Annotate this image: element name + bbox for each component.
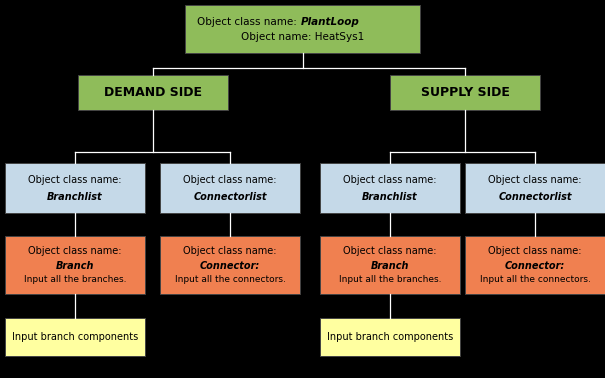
- Text: Connectorlist: Connectorlist: [193, 192, 267, 202]
- Text: DEMAND SIDE: DEMAND SIDE: [104, 86, 202, 99]
- Text: Object class name:: Object class name:: [183, 246, 276, 256]
- Text: Object class name:: Object class name:: [28, 246, 122, 256]
- Text: Object class name:: Object class name:: [197, 17, 301, 27]
- Text: Branchlist: Branchlist: [362, 192, 418, 202]
- Text: Object class name:: Object class name:: [28, 175, 122, 185]
- FancyBboxPatch shape: [465, 163, 605, 213]
- Text: Connector:: Connector:: [200, 261, 260, 271]
- FancyBboxPatch shape: [5, 236, 145, 294]
- Text: Object class name:: Object class name:: [343, 175, 437, 185]
- Text: Input all the branches.: Input all the branches.: [339, 276, 441, 285]
- Text: PlantLoop: PlantLoop: [301, 17, 359, 27]
- FancyBboxPatch shape: [320, 318, 460, 356]
- Text: Input branch components: Input branch components: [12, 332, 138, 342]
- Text: Object class name:: Object class name:: [343, 246, 437, 256]
- Text: Object class name:: Object class name:: [488, 246, 582, 256]
- Text: Object class name:: Object class name:: [183, 175, 276, 185]
- FancyBboxPatch shape: [5, 318, 145, 356]
- FancyBboxPatch shape: [320, 236, 460, 294]
- Text: Branch: Branch: [371, 261, 409, 271]
- FancyBboxPatch shape: [160, 163, 300, 213]
- Text: Object class name:: Object class name:: [488, 175, 582, 185]
- FancyBboxPatch shape: [465, 236, 605, 294]
- Text: Branch: Branch: [56, 261, 94, 271]
- FancyBboxPatch shape: [390, 75, 540, 110]
- Text: Input branch components: Input branch components: [327, 332, 453, 342]
- FancyBboxPatch shape: [78, 75, 228, 110]
- Text: Connector:: Connector:: [505, 261, 565, 271]
- FancyBboxPatch shape: [185, 5, 420, 53]
- FancyBboxPatch shape: [320, 163, 460, 213]
- Text: Connectorlist: Connectorlist: [499, 192, 572, 202]
- Text: SUPPLY SIDE: SUPPLY SIDE: [420, 86, 509, 99]
- Text: Branchlist: Branchlist: [47, 192, 103, 202]
- FancyBboxPatch shape: [5, 163, 145, 213]
- Text: Input all the connectors.: Input all the connectors.: [175, 276, 286, 285]
- Text: Input all the branches.: Input all the branches.: [24, 276, 126, 285]
- Text: Input all the connectors.: Input all the connectors.: [480, 276, 590, 285]
- Text: Object name: HeatSys1: Object name: HeatSys1: [241, 32, 364, 42]
- FancyBboxPatch shape: [160, 236, 300, 294]
